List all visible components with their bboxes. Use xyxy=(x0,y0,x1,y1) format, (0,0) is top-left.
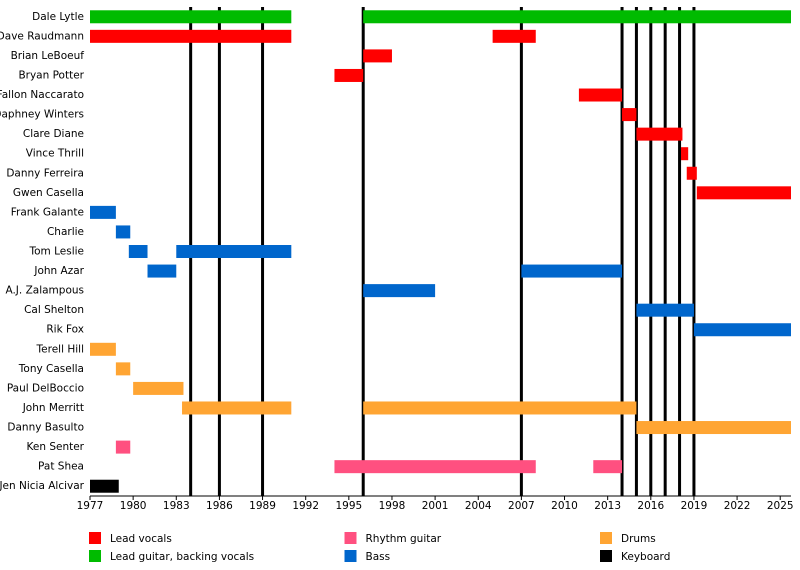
legend-label: Bass xyxy=(366,551,391,563)
tenure-bar xyxy=(363,10,791,24)
tenure-bar xyxy=(578,88,623,102)
tenure-bar xyxy=(363,284,436,298)
member-name: Terell Hill xyxy=(36,343,84,355)
x-tick-label: 2001 xyxy=(422,500,449,512)
tenure-bar xyxy=(115,362,131,376)
x-tick-label: 1983 xyxy=(163,500,190,512)
legend-swatch xyxy=(89,532,101,544)
x-tick-label: 1986 xyxy=(206,500,233,512)
member-name: Jen Nicia Alcivar xyxy=(0,480,85,492)
tenure-bar xyxy=(363,401,637,415)
member-name: Brian LeBoeuf xyxy=(11,50,85,62)
member-name: A.J. Zalampous xyxy=(5,285,84,297)
x-tick-label: 2007 xyxy=(508,500,535,512)
tenure-bar xyxy=(363,49,392,63)
legend-label: Keyboard xyxy=(621,551,670,563)
member-name: Vince Thrill xyxy=(26,148,84,160)
member-name: Charlie xyxy=(47,226,84,238)
tenure-bar xyxy=(593,460,623,474)
legend-label: Lead vocals xyxy=(110,533,172,545)
x-tick-label: 2004 xyxy=(465,500,492,512)
member-name: Danny Ferreira xyxy=(6,167,84,179)
legend-swatch xyxy=(344,550,357,562)
legend-swatch xyxy=(89,550,101,562)
tenure-bar xyxy=(521,264,623,278)
member-name: Cal Shelton xyxy=(24,304,84,316)
member-name: Rik Fox xyxy=(46,324,84,336)
x-tick-label: 2019 xyxy=(681,500,708,512)
tenure-bar xyxy=(90,479,119,493)
tenure-bar xyxy=(693,323,791,337)
tenure-bar xyxy=(115,225,131,239)
tenure-bar xyxy=(686,166,697,180)
member-name: Clare Diane xyxy=(23,128,84,140)
member-name: John Azar xyxy=(33,265,84,277)
member-name: Pat Shea xyxy=(38,461,84,473)
x-tick-label: 1992 xyxy=(292,500,319,512)
tenure-bar xyxy=(636,127,683,141)
tenure-bar xyxy=(90,10,292,24)
x-tick-label: 1995 xyxy=(335,500,362,512)
tenure-bar xyxy=(128,245,148,258)
member-name: Fallon Naccarato xyxy=(0,89,84,101)
tenure-bar xyxy=(492,29,536,43)
member-name: Ken Senter xyxy=(27,441,85,453)
tenure-bar xyxy=(182,401,292,415)
member-name: Paul DelBoccio xyxy=(7,382,84,394)
tenure-bar xyxy=(696,186,791,200)
x-tick-label: 2025 xyxy=(767,500,794,512)
x-tick-label: 1989 xyxy=(249,500,276,512)
x-tick-label: 1980 xyxy=(120,500,147,512)
x-tick-label: 1998 xyxy=(379,500,406,512)
member-name: Tony Casella xyxy=(18,363,84,375)
tenure-bar xyxy=(636,303,694,317)
legend-label: Rhythm guitar xyxy=(366,533,442,545)
tenure-bar xyxy=(680,147,689,161)
legend-label: Drums xyxy=(621,533,656,545)
x-tick-label: 2022 xyxy=(724,500,751,512)
legend-label: Lead guitar, backing vocals xyxy=(110,551,254,563)
tenure-bar xyxy=(115,440,131,454)
member-name: Danny Basulto xyxy=(7,422,84,434)
member-name: Dale Lytle xyxy=(32,11,84,23)
member-name: Tom Leslie xyxy=(28,246,84,258)
member-name: Daphney Winters xyxy=(0,109,84,121)
legend-swatch xyxy=(600,550,612,562)
tenure-bar xyxy=(636,421,791,435)
x-tick-label: 2016 xyxy=(637,500,664,512)
tenure-bar xyxy=(90,29,292,43)
tenure-bar xyxy=(334,460,536,474)
x-tick-label: 2013 xyxy=(594,500,621,512)
tenure-bar xyxy=(90,205,116,219)
member-name: Bryan Potter xyxy=(18,69,84,81)
tenure-bar xyxy=(176,245,292,258)
legend-swatch xyxy=(600,532,612,544)
x-tick-label: 1977 xyxy=(77,500,104,512)
tenure-bar xyxy=(334,68,364,82)
tenure-bar xyxy=(147,264,177,278)
member-name: Gwen Casella xyxy=(13,187,84,199)
member-name: Frank Galante xyxy=(11,206,84,218)
legend-swatch xyxy=(344,532,357,544)
tenure-bar xyxy=(622,108,637,122)
tenure-bar xyxy=(90,342,116,356)
member-name: John Merritt xyxy=(22,402,84,414)
tenure-bar xyxy=(133,381,184,395)
x-tick-label: 2010 xyxy=(551,500,578,512)
member-name: Dave Raudmann xyxy=(0,30,84,42)
